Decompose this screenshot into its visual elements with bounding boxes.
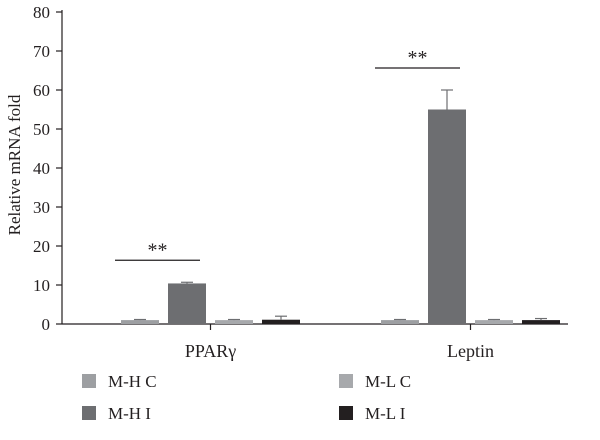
legend-swatch: [339, 406, 353, 420]
legend-label: M-H C: [108, 372, 157, 391]
bar: [121, 320, 159, 324]
y-tick-label: 30: [33, 198, 50, 217]
y-tick-label: 70: [33, 42, 50, 61]
significance-annotations: ** **: [115, 47, 460, 261]
y-tick-label: 60: [33, 81, 50, 100]
legend-label: M-L I: [365, 404, 406, 423]
legend: M-H C M-H I M-L C M-L I: [82, 372, 411, 423]
bar: [428, 109, 466, 324]
legend-item: M-L I: [339, 404, 406, 423]
bar: [522, 320, 560, 324]
significance-label: **: [408, 47, 428, 69]
bar: [168, 283, 206, 324]
legend-item: M-H C: [82, 372, 157, 391]
x-tick-label: Leptin: [447, 341, 494, 361]
y-tick-label: 10: [33, 276, 50, 295]
y-tick-label: 40: [33, 159, 50, 178]
bar: [262, 319, 300, 324]
y-tick-label: 20: [33, 237, 50, 256]
legend-label: M-L C: [365, 372, 411, 391]
legend-swatch: [82, 406, 96, 420]
x-axis: PPARγ Leptin: [62, 323, 568, 361]
legend-item: M-L C: [339, 372, 411, 391]
x-tick-label: PPARγ: [185, 341, 236, 361]
y-tick-label: 50: [33, 120, 50, 139]
y-tick-label: 0: [42, 315, 51, 334]
y-axis: 0 10 20 30 40 50 60 70 80: [33, 3, 63, 334]
y-tick-label: 80: [33, 3, 50, 22]
bars: [121, 89, 560, 324]
y-axis-label: Relative mRNA fold: [5, 94, 24, 235]
bar: [475, 320, 513, 324]
legend-label: M-H I: [108, 404, 151, 423]
bar: [381, 320, 419, 324]
legend-swatch: [339, 374, 353, 388]
legend-swatch: [82, 374, 96, 388]
significance-label: **: [148, 239, 168, 261]
bar: [215, 320, 253, 324]
legend-item: M-H I: [82, 404, 151, 423]
